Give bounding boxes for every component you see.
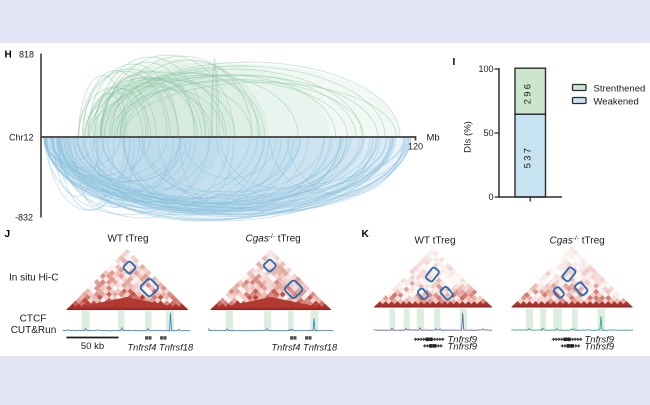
svg-text:J: J (5, 229, 11, 240)
svg-text:CUT&Run: CUT&Run (11, 325, 57, 336)
svg-text:K: K (362, 229, 370, 240)
svg-text:-832: -832 (15, 213, 33, 223)
svg-text:DIs (%): DIs (%) (463, 121, 474, 153)
svg-text:Mb: Mb (427, 133, 440, 144)
svg-text:Tnfrsf4 Tnfrsf18: Tnfrsf4 Tnfrsf18 (272, 343, 338, 353)
svg-text:818: 818 (19, 50, 34, 60)
svg-text:WT tTreg: WT tTreg (107, 233, 148, 244)
svg-text:50: 50 (483, 128, 493, 138)
svg-text:Tnfrsf9: Tnfrsf9 (448, 334, 478, 345)
svg-text:H: H (5, 50, 12, 61)
svg-text:Tnfrsf9: Tnfrsf9 (585, 341, 615, 352)
svg-text:100: 100 (478, 64, 493, 74)
svg-text:0: 0 (488, 192, 493, 202)
svg-text:Weakened: Weakened (594, 97, 639, 108)
svg-text:Cgas-/- tTreg: Cgas-/- tTreg (246, 233, 301, 245)
svg-text:Chr12: Chr12 (9, 133, 34, 143)
svg-text:Tnfrsf4 Tnfrsf18: Tnfrsf4 Tnfrsf18 (128, 343, 194, 353)
svg-text:296: 296 (523, 82, 533, 104)
svg-text:In situ Hi-C: In situ Hi-C (9, 273, 58, 284)
svg-text:Tnfrsf9: Tnfrsf9 (448, 341, 478, 352)
svg-text:537: 537 (523, 146, 533, 168)
svg-text:Strenthened: Strenthened (594, 84, 646, 95)
svg-text:Tnfrsf9: Tnfrsf9 (585, 334, 615, 345)
svg-text:50 kb: 50 kb (81, 341, 104, 352)
svg-text:Cgas-/- tTreg: Cgas-/- tTreg (550, 235, 605, 247)
svg-text:WT tTreg: WT tTreg (414, 236, 455, 247)
svg-text:120: 120 (408, 142, 423, 152)
svg-text:CTCF: CTCF (20, 314, 47, 325)
svg-text:I: I (453, 57, 456, 68)
